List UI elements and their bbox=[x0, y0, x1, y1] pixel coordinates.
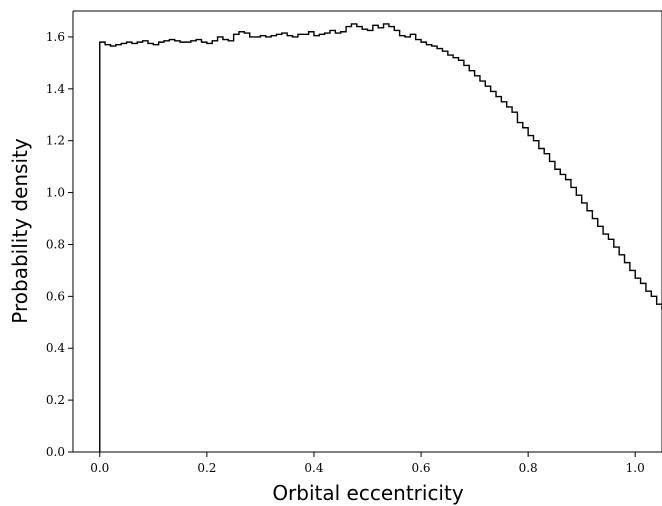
x-axis-ticks: 0.0 0.2 0.4 0.6 0.8 1.0 bbox=[90, 452, 645, 475]
y-axis-ticks: 0.0 0.2 0.4 0.6 0.8 1.0 1.2 1.4 1.6 bbox=[46, 30, 73, 459]
x-tick-label: 0.2 bbox=[197, 461, 216, 475]
plot-area-background bbox=[73, 11, 662, 452]
y-tick-label: 1.0 bbox=[46, 186, 65, 200]
y-tick-label: 1.2 bbox=[46, 134, 65, 148]
y-tick-label: 0.2 bbox=[46, 393, 65, 407]
x-tick-label: 1.0 bbox=[626, 461, 645, 475]
x-tick-label: 0.8 bbox=[519, 461, 538, 475]
x-tick-label: 0.0 bbox=[90, 461, 109, 475]
histogram-step-line bbox=[99, 23, 662, 452]
x-tick-label: 0.4 bbox=[304, 461, 323, 475]
x-axis-label: Orbital eccentricity bbox=[272, 481, 464, 505]
x-tick-label: 0.6 bbox=[411, 461, 430, 475]
y-tick-label: 1.4 bbox=[46, 82, 65, 96]
y-tick-label: 0.6 bbox=[46, 289, 65, 303]
y-axis-label: Probability density bbox=[8, 138, 32, 324]
y-tick-label: 1.6 bbox=[46, 30, 65, 44]
y-tick-label: 0.4 bbox=[46, 341, 65, 355]
y-tick-label: 0.8 bbox=[46, 237, 65, 251]
y-tick-label: 0.0 bbox=[46, 445, 65, 459]
